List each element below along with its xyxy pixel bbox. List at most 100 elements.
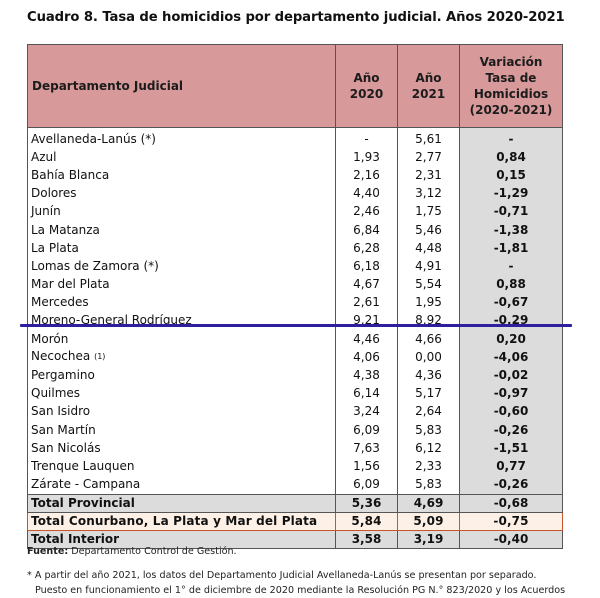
rate-variation: -0,40 <box>459 530 563 549</box>
rate-2021: 4,69 <box>397 493 460 513</box>
table-row: Lomas de Zamora (*) 6,18 4,91- <box>27 257 563 276</box>
rate-2020: 5,84 <box>335 511 398 531</box>
rate-2021: 3,19 <box>397 530 460 549</box>
rate-2020: 2,46 <box>335 202 398 221</box>
conurbano-divider-line <box>20 324 572 327</box>
rate-variation: 0,77 <box>459 457 563 476</box>
total-provincial-row: Total Provincial 5,36 4,69 -0,68 <box>27 493 563 513</box>
rate-2021: 1,75 <box>397 202 460 221</box>
rate-2021: 5,61 <box>397 127 460 149</box>
rate-variation: - <box>459 257 563 276</box>
department-name: Necochea (1) <box>27 348 336 367</box>
table-row: Mar del Plata 4,67 5,54 0,88 <box>27 275 563 294</box>
table-row: San Martín 6,09 5,83 -0,26 <box>27 421 563 440</box>
rate-variation: -0,71 <box>459 202 563 221</box>
rate-2021: 8,92 <box>397 311 460 331</box>
table-row: Avellaneda-Lanús (*) -5,61- <box>27 127 563 149</box>
department-name: San Isidro <box>27 402 336 421</box>
department-name: Avellaneda-Lanús (*) <box>27 127 336 149</box>
table-row: Necochea (1) 4,06 0,00 -4,06 <box>27 348 563 367</box>
rate-2021: 5,09 <box>397 511 460 531</box>
rate-2020: 7,63 <box>335 439 398 458</box>
rate-2020: 3,24 <box>335 402 398 421</box>
rate-variation: - <box>459 127 563 149</box>
rate-variation: 0,20 <box>459 330 563 349</box>
rate-variation: -0,75 <box>459 511 563 531</box>
rate-2020: 1,56 <box>335 457 398 476</box>
department-name: Quilmes <box>27 384 336 403</box>
rate-2020: - <box>335 127 398 149</box>
department-name: Morón <box>27 330 336 349</box>
rate-2020: 6,28 <box>335 239 398 258</box>
rate-2021: 5,46 <box>397 220 460 240</box>
rate-variation: -1,38 <box>459 220 563 240</box>
total-label: Total Interior <box>27 530 336 549</box>
rate-2020: 3,58 <box>335 530 398 549</box>
rate-2020: 9,21 <box>335 311 398 331</box>
source-note: Fuente: Departamento Control de Gestión. <box>27 546 237 557</box>
table-row: Bahía Blanca 2,16 2,31 0,15 <box>27 166 563 185</box>
homicide-rate-table: Departamento Judicial Año 2020 Año 2021 Va… <box>27 44 563 549</box>
rate-2020: 4,06 <box>335 348 398 367</box>
rate-variation: -0,26 <box>459 421 563 440</box>
department-name: Zárate - Campana <box>27 475 336 495</box>
header-department: Departamento Judicial <box>27 44 336 128</box>
rate-variation: -1,81 <box>459 239 563 258</box>
table-row: Pergamino 4,38 4,36 -0,02 <box>27 366 563 385</box>
header-year-2021: Año 2021 <box>397 44 460 128</box>
table-row: Azul 1,93 2,77 0,84 <box>27 148 563 167</box>
rate-variation: 0,84 <box>459 148 563 167</box>
footnote: * A partir del año 2021, los datos del D… <box>27 568 597 598</box>
table-row: Morón 4,46 4,66 0,20 <box>27 330 563 349</box>
rate-2020: 4,46 <box>335 330 398 349</box>
table-row: Zárate - Campana 6,09 5,83 -0,26 <box>27 475 563 495</box>
rate-variation: -0,60 <box>459 402 563 421</box>
department-name: La Matanza <box>27 220 336 240</box>
header-year-2020: Año 2020 <box>335 44 398 128</box>
department-name: San Martín <box>27 421 336 440</box>
rate-2020: 6,14 <box>335 384 398 403</box>
total-label: Total Provincial <box>27 493 336 513</box>
rate-2021: 2,77 <box>397 148 460 167</box>
rate-2021: 2,64 <box>397 402 460 421</box>
rate-2020: 4,38 <box>335 366 398 385</box>
department-name: San Nicolás <box>27 439 336 458</box>
department-name: Mercedes <box>27 293 336 312</box>
rate-2020: 2,16 <box>335 166 398 185</box>
footnote-marker: (1) <box>94 352 106 362</box>
table-row: Junín 2,46 1,75 -0,71 <box>27 202 563 221</box>
rate-2020: 6,09 <box>335 475 398 495</box>
rate-2020: 2,61 <box>335 293 398 312</box>
table-row: La Plata 6,28 4,48 -1,81 <box>27 239 563 258</box>
header-variation: Variación Tasa de Homicidios (2020-2021) <box>459 44 563 128</box>
total-label: Total Conurbano, La Plata y Mar del Plat… <box>27 511 336 531</box>
rate-variation: -0,26 <box>459 475 563 495</box>
total-interior-row: Total Interior 3,58 3,19 -0,40 <box>27 530 563 549</box>
rate-variation: -0,68 <box>459 493 563 513</box>
table-row: Mercedes 2,61 1,95 -0,67 <box>27 293 563 312</box>
department-name: Pergamino <box>27 366 336 385</box>
table-row: Dolores 4,40 3,12 -1,29 <box>27 184 563 203</box>
table-row: La Matanza 6,84 5,46 -1,38 <box>27 220 563 240</box>
department-name: Bahía Blanca <box>27 166 336 185</box>
table-row: Moreno-General Rodríguez 9,21 8,92 -0,29 <box>27 311 563 331</box>
department-name: Junín <box>27 202 336 221</box>
table-row: Quilmes 6,14 5,17 -0,97 <box>27 384 563 403</box>
rate-variation: -0,97 <box>459 384 563 403</box>
rate-2021: 4,36 <box>397 366 460 385</box>
rate-2021: 2,33 <box>397 457 460 476</box>
table-row: San Nicolás 7,63 6,12 -1,51 <box>27 439 563 458</box>
rate-2021: 2,31 <box>397 166 460 185</box>
rate-2021: 5,83 <box>397 475 460 495</box>
rate-variation: 0,88 <box>459 275 563 294</box>
rate-variation: -0,29 <box>459 311 563 331</box>
rate-2021: 3,12 <box>397 184 460 203</box>
rate-variation: -0,67 <box>459 293 563 312</box>
rate-2021: 1,95 <box>397 293 460 312</box>
department-name: Mar del Plata <box>27 275 336 294</box>
rate-2020: 6,84 <box>335 220 398 240</box>
rate-variation: -1,29 <box>459 184 563 203</box>
rate-variation: -4,06 <box>459 348 563 367</box>
table-title: Cuadro 8. Tasa de homicidios por departa… <box>27 10 565 25</box>
rate-2020: 5,36 <box>335 493 398 513</box>
